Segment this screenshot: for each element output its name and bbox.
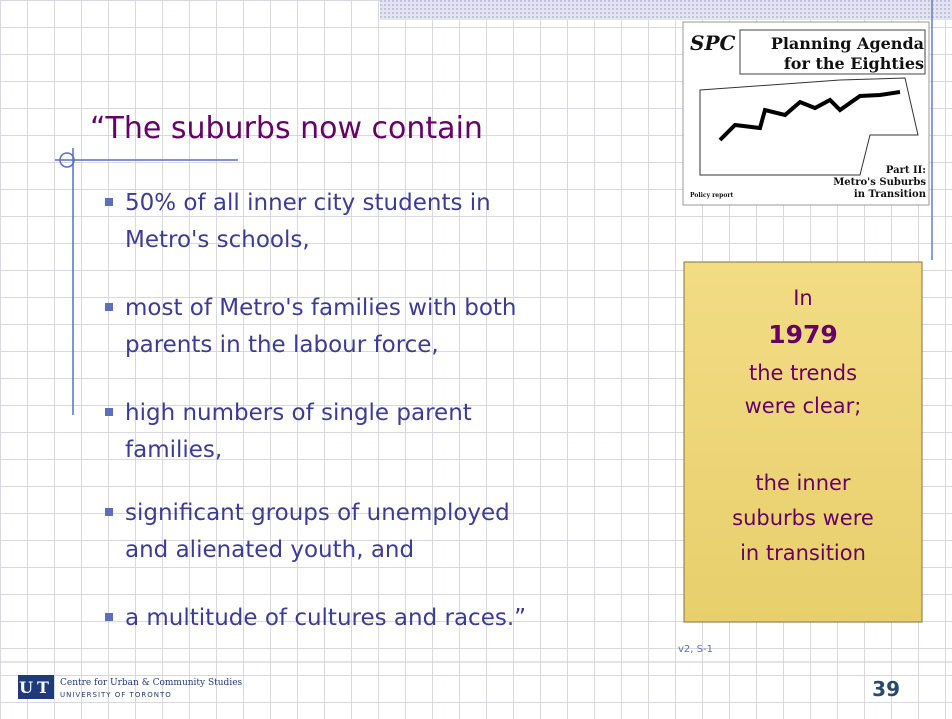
callout-text: were clear; [745, 394, 862, 418]
cover-footer: Policy report [690, 192, 733, 199]
crosshair [59, 152, 75, 168]
bullet-text: a multitude of cultures and races.” [125, 605, 526, 631]
callout-text: in transition [740, 541, 866, 565]
bullet-text: significant groups of unemployed [125, 500, 510, 526]
bullet-text: Metro's schools, [125, 227, 310, 253]
bullet-text: families, [125, 437, 222, 463]
callout-text: 1979 [768, 320, 838, 349]
bullet-text: most of Metro's families with both [125, 295, 517, 321]
callout-text: suburbs were [732, 506, 874, 530]
cover-map-line [718, 90, 901, 142]
bullet-marker [105, 508, 113, 516]
cover-title-box [739, 29, 926, 75]
uoft-logo [18, 675, 54, 699]
version: v2, S-1 [678, 644, 713, 655]
callout-box [683, 261, 923, 623]
bullet-list: 50% of all inner city students in Metro's… [105, 190, 526, 631]
cover-part: Part II: [886, 165, 926, 176]
cover-logo: SPC [690, 31, 735, 55]
cover-part: in Transition [854, 189, 927, 200]
callout-text: the trends [749, 361, 857, 385]
cover-map [699, 77, 919, 176]
university-name: UNIVERSITY OF TORONTO [60, 691, 172, 699]
bullet-marker [105, 613, 113, 621]
callout: In 1979 the trends were clear; the inner subu… [732, 286, 874, 565]
bullet-text: parents in the labour force, [125, 332, 439, 358]
page-number: 39 [872, 677, 900, 701]
cover-title: Planning Agenda [771, 34, 924, 53]
top-band [380, 0, 952, 20]
bullet-marker [105, 408, 113, 416]
callout-text: the inner [755, 471, 851, 495]
callout-text: In [793, 286, 813, 310]
cover-title: for the Eighties [784, 54, 924, 73]
bullet-text: high numbers of single parent [125, 400, 472, 426]
bullet-text: 50% of all inner city students in [125, 190, 491, 216]
cover-part: Metro's Suburbs [833, 177, 926, 188]
centre-name: Centre for Urban & Community Studies [60, 678, 243, 688]
bullet-marker [105, 303, 113, 311]
title: “The suburbs now contain [90, 111, 483, 146]
bullet-marker [105, 198, 113, 206]
uoft-logo-text: UT [19, 678, 53, 697]
bullet-text: and alienated youth, and [125, 537, 414, 563]
